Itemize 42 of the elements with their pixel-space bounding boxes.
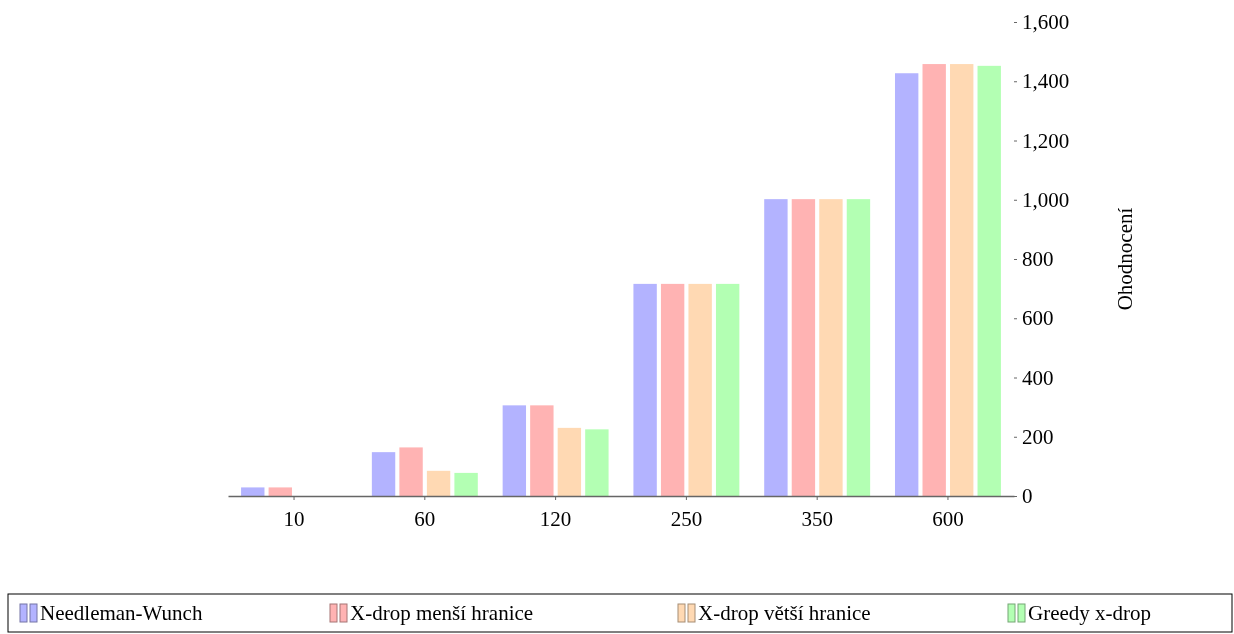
y-tick-label: 1,000 [1022,187,1070,212]
legend-label: X-drop větší hranice [698,601,871,626]
x-tick-label: 10 [283,507,305,532]
legend-label: X-drop menší hranice [350,601,534,626]
bar [764,199,788,496]
bar [894,73,919,496]
y-tick-label: 600 [1022,306,1054,331]
x-tick-label: 250 [670,507,703,532]
bar [241,487,265,496]
x-tick-label: 120 [539,507,572,532]
bar [791,199,816,496]
y-axis-title: Ohodnocení [1113,207,1137,311]
legend-label: Greedy x-drop [1028,601,1152,626]
bar [530,405,554,496]
bar [819,199,843,496]
bar [502,405,527,496]
bar [660,283,685,496]
bar [950,64,974,496]
bar [371,452,396,496]
bar [715,283,740,496]
y-tick-label: 400 [1022,365,1054,390]
y-tick-label: 1,200 [1022,128,1070,153]
bar [922,64,946,496]
bar [399,447,423,496]
x-tick-label: 600 [932,507,964,532]
bar [557,427,582,496]
bar [268,487,292,496]
bar [585,429,609,496]
legend-label: Needleman-Wunch [40,601,203,626]
y-tick-label: 1,600 [1022,10,1070,35]
bar [846,199,871,496]
y-tick-label: 200 [1022,424,1054,449]
y-tick-label: 800 [1022,247,1054,272]
bar [688,283,712,496]
x-tick-label: 60 [414,507,436,532]
bar [633,283,657,496]
bar [977,65,1001,496]
y-tick-label: 0 [1022,484,1033,509]
bar [426,470,451,496]
bar [454,472,478,496]
x-tick-label: 350 [801,507,833,532]
y-tick-label: 1,400 [1022,69,1070,94]
